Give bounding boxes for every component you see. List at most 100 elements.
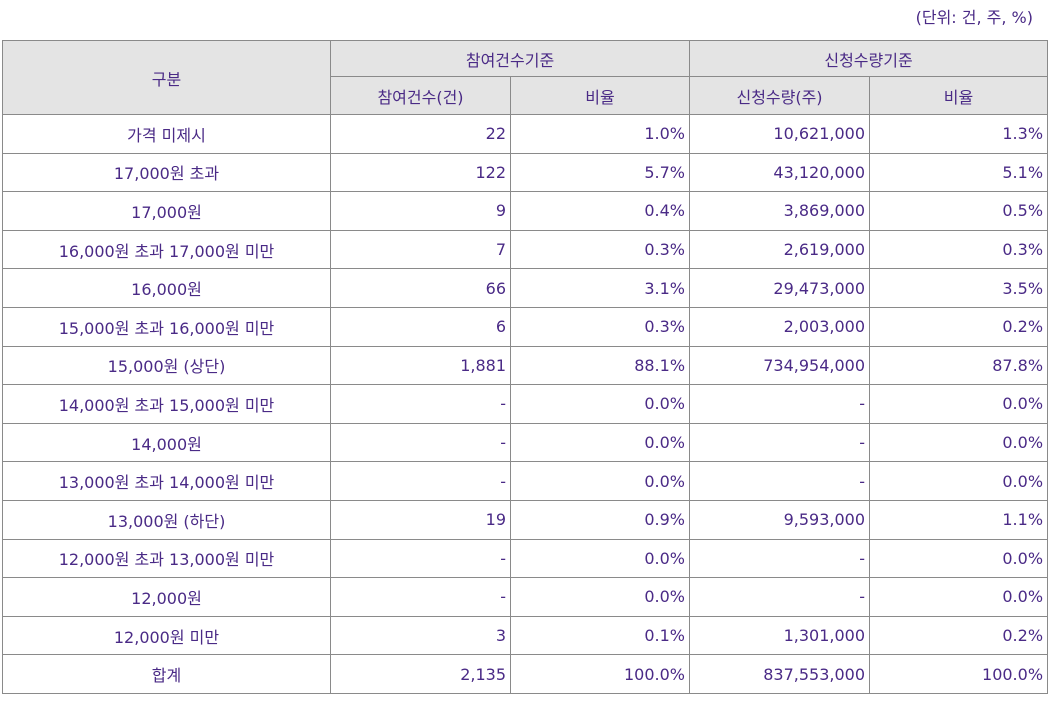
row-category: 17,000원 초과 [2, 152, 331, 193]
row-count: - [330, 461, 511, 501]
row-quantity: 10,621,000 [689, 114, 871, 154]
row-quantity-ratio: 0.0% [869, 384, 1049, 424]
row-category: 14,000원 초과 15,000원 미만 [2, 384, 331, 424]
row-quantity: 1,301,000 [689, 615, 871, 656]
row-count: - [330, 538, 511, 579]
row-count: 6 [330, 306, 511, 347]
header-category: 구분 [2, 40, 331, 115]
row-count-ratio: 0.0% [509, 538, 691, 579]
row-count-ratio: 0.0% [509, 461, 691, 501]
table-row: 12,000원 미만 3 0.1% 1,301,000 0.2% [2, 615, 1049, 656]
row-quantity-ratio: 0.2% [869, 615, 1049, 656]
row-count: 9 [330, 191, 511, 231]
table-row: 12,000원 초과 13,000원 미만 - 0.0% - 0.0% [2, 538, 1049, 579]
row-count: 7 [330, 229, 511, 270]
row-quantity: - [689, 422, 871, 463]
total-quantity: 837,553,000 [689, 654, 871, 695]
total-quantity-ratio: 100.0% [869, 654, 1049, 695]
demand-forecast-table: 구분 참여건수기준 신청수량기준 참여건수(건) 비율 신청수량(주) 비율 가… [2, 40, 1049, 695]
row-count: 1,881 [330, 345, 511, 386]
row-category: 12,000원 미만 [2, 615, 331, 656]
table-row: 13,000원 (하단) 19 0.9% 9,593,000 1.1% [2, 499, 1049, 540]
header-participation-count: 참여건수(건) [330, 76, 511, 115]
row-quantity: - [689, 538, 871, 579]
row-count: 66 [330, 268, 511, 308]
row-quantity-ratio: 1.1% [869, 499, 1049, 540]
table-row: 17,000원 초과 122 5.7% 43,120,000 5.1% [2, 152, 1049, 193]
row-quantity-ratio: 0.5% [869, 191, 1049, 231]
row-category: 15,000원 (상단) [2, 345, 331, 386]
row-quantity-ratio: 1.3% [869, 114, 1049, 154]
row-category: 12,000원 초과 13,000원 미만 [2, 538, 331, 579]
total-count: 2,135 [330, 654, 511, 695]
row-count: 19 [330, 499, 511, 540]
table-row: 14,000원 - 0.0% - 0.0% [2, 422, 1049, 463]
row-quantity-ratio: 0.0% [869, 577, 1049, 617]
row-quantity-ratio: 3.5% [869, 268, 1049, 308]
row-count: - [330, 384, 511, 424]
table-row: 14,000원 초과 15,000원 미만 - 0.0% - 0.0% [2, 384, 1049, 424]
row-count-ratio: 0.4% [509, 191, 691, 231]
table-row: 15,000원 (상단) 1,881 88.1% 734,954,000 87.… [2, 345, 1049, 386]
total-count-ratio: 100.0% [509, 654, 691, 695]
header-participation-ratio: 비율 [509, 76, 691, 115]
row-category: 12,000원 [2, 577, 331, 617]
row-quantity: 9,593,000 [689, 499, 871, 540]
row-quantity: 2,003,000 [689, 306, 871, 347]
row-category: 13,000원 (하단) [2, 499, 331, 540]
table-row: 13,000원 초과 14,000원 미만 - 0.0% - 0.0% [2, 461, 1049, 501]
row-quantity-ratio: 0.3% [869, 229, 1049, 270]
row-count-ratio: 0.3% [509, 229, 691, 270]
row-quantity: 2,619,000 [689, 229, 871, 270]
unit-note: (단위: 건, 주, %) [915, 8, 1033, 27]
row-quantity: 734,954,000 [689, 345, 871, 386]
row-quantity-ratio: 0.0% [869, 461, 1049, 501]
row-count-ratio: 5.7% [509, 152, 691, 193]
table-row: 16,000원 초과 17,000원 미만 7 0.3% 2,619,000 0… [2, 229, 1049, 270]
row-count: - [330, 577, 511, 617]
row-category: 16,000원 초과 17,000원 미만 [2, 229, 331, 270]
row-count-ratio: 0.0% [509, 422, 691, 463]
total-row: 합계 2,135 100.0% 837,553,000 100.0% [2, 654, 1049, 695]
row-quantity: 29,473,000 [689, 268, 871, 308]
row-count-ratio: 3.1% [509, 268, 691, 308]
table-row: 가격 미제시 22 1.0% 10,621,000 1.3% [2, 114, 1049, 154]
row-quantity: - [689, 384, 871, 424]
table-body: 가격 미제시 22 1.0% 10,621,000 1.3% 17,000원 초… [2, 114, 1049, 695]
row-quantity: - [689, 461, 871, 501]
row-count: 22 [330, 114, 511, 154]
row-count-ratio: 0.0% [509, 577, 691, 617]
row-category: 가격 미제시 [2, 114, 331, 154]
row-category: 16,000원 [2, 268, 331, 308]
table-header: 구분 참여건수기준 신청수량기준 참여건수(건) 비율 신청수량(주) 비율 [2, 40, 1049, 115]
row-count-ratio: 0.1% [509, 615, 691, 656]
header-quantity: 신청수량(주) [689, 76, 871, 115]
row-quantity-ratio: 87.8% [869, 345, 1049, 386]
row-quantity-ratio: 5.1% [869, 152, 1049, 193]
header-group-participation: 참여건수기준 [329, 40, 691, 77]
row-quantity: - [689, 577, 871, 617]
header-quantity-ratio: 비율 [869, 76, 1049, 115]
header-group-quantity: 신청수량기준 [689, 40, 1049, 77]
row-count: 3 [330, 615, 511, 656]
row-category: 13,000원 초과 14,000원 미만 [2, 461, 331, 501]
row-quantity-ratio: 0.2% [869, 306, 1049, 347]
table-row: 17,000원 9 0.4% 3,869,000 0.5% [2, 191, 1049, 231]
row-quantity: 43,120,000 [689, 152, 871, 193]
row-quantity-ratio: 0.0% [869, 422, 1049, 463]
row-quantity-ratio: 0.0% [869, 538, 1049, 579]
row-category: 14,000원 [2, 422, 331, 463]
table-row: 12,000원 - 0.0% - 0.0% [2, 577, 1049, 617]
row-quantity: 3,869,000 [689, 191, 871, 231]
total-category: 합계 [2, 654, 331, 695]
row-category: 17,000원 [2, 191, 331, 231]
row-count-ratio: 0.0% [509, 384, 691, 424]
table-row: 16,000원 66 3.1% 29,473,000 3.5% [2, 268, 1049, 308]
row-count-ratio: 0.3% [509, 306, 691, 347]
table-row: 15,000원 초과 16,000원 미만 6 0.3% 2,003,000 0… [2, 306, 1049, 347]
row-count-ratio: 0.9% [509, 499, 691, 540]
row-count: - [330, 422, 511, 463]
row-count: 122 [330, 152, 511, 193]
row-count-ratio: 88.1% [509, 345, 691, 386]
row-category: 15,000원 초과 16,000원 미만 [2, 306, 331, 347]
